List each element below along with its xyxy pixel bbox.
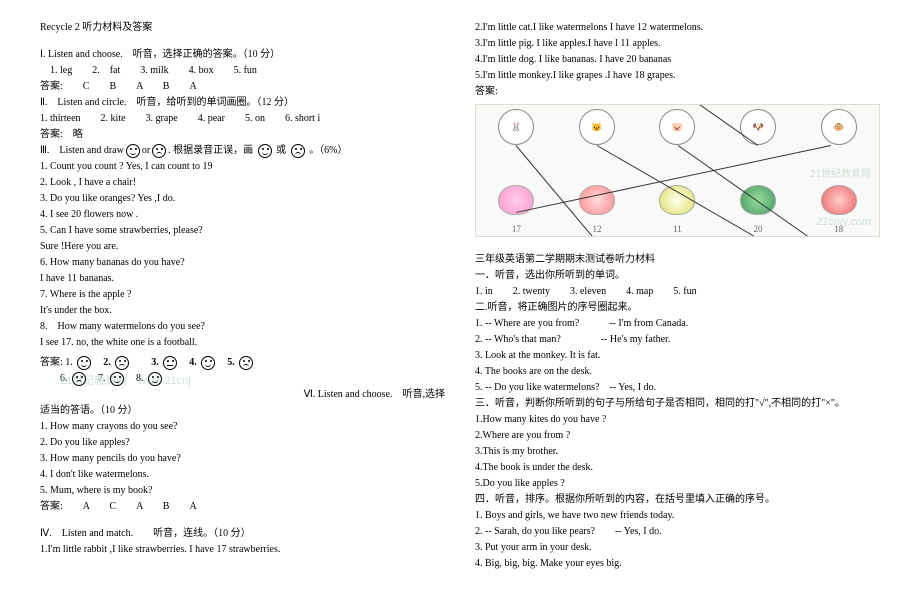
s6-item: 4. I don't like watermelons. — [40, 467, 445, 483]
title2: 三年级英语第二学期期末测试卷听力材料 — [475, 252, 880, 268]
sec2-item: 3. Look at the monkey. It is fat. — [475, 348, 880, 364]
animal-icon: 🐶 — [740, 109, 776, 145]
s2-answer: 答案: 略 — [40, 127, 445, 143]
smile-icon — [201, 356, 215, 370]
sec3-item: 2.Where are you from ? — [475, 428, 880, 444]
r-item: 5.I'm little monkey.I like grapes .I hav… — [475, 68, 880, 84]
sec2-item: 1. -- Where are you from? -- I'm from Ca… — [475, 316, 880, 332]
s4-header: Ⅳ. Listen and match. 听音，连线。（10 分） — [40, 526, 445, 542]
sec3-item: 4.The book is under the desk. — [475, 460, 880, 476]
s3-item: 8. How many watermelons do you see? — [40, 319, 445, 335]
sec3-header: 三．听音，判断你所听到的句子与所给句子是否相同，相同的打"√",不相同的打"×"… — [475, 396, 880, 412]
s1-header: Ⅰ. Listen and choose. 听音，选择正确的答案。（10 分） — [40, 47, 445, 63]
sec3-item: 3.This is my brother. — [475, 444, 880, 460]
animal-icon: 🐵 — [821, 109, 857, 145]
s3-item: 7. Where is the apple ? — [40, 287, 445, 303]
flat-icon — [163, 356, 177, 370]
s3-item: I have 11 bananas. — [40, 271, 445, 287]
sec3-item: 5.Do you like apples ? — [475, 476, 880, 492]
frown-icon — [152, 144, 166, 158]
s3-item: 1. Count you count ? Yes, I can count to… — [40, 159, 445, 175]
s3-item: 5. Can I have some strawberries, please? — [40, 223, 445, 239]
left-column: Recycle 2 听力材料及答案 Ⅰ. Listen and choose. … — [40, 20, 445, 572]
sec4-item: 3. Put your arm in your desk. — [475, 540, 880, 556]
animal-icon: 🐰 — [498, 109, 534, 145]
s2-header: Ⅱ. Listen and circle. 听音，给听到的单词画圈。（12 分） — [40, 95, 445, 111]
s3-item: 4. I see 20 flowers now . — [40, 207, 445, 223]
s3-item: Sure !Here you are. — [40, 239, 445, 255]
frown-icon — [239, 356, 253, 370]
s2-items: 1. thirteen 2. kite 3. grape 4. pear 5. … — [40, 111, 445, 127]
animal-icon: 🐱 — [579, 109, 615, 145]
s6-sub: 适当的答语。（10 分） — [40, 403, 445, 419]
s3-item: 3. Do you like oranges? Yes ,I do. — [40, 191, 445, 207]
smile-icon — [110, 372, 124, 386]
s4-item: 1.I'm little rabbit ,I like strawberries… — [40, 542, 445, 558]
title: Recycle 2 听力材料及答案 — [40, 20, 445, 36]
sec4-item: 4. Big, big, big. Make your eyes big. — [475, 556, 880, 572]
s6-answer: 答案: A C A B A — [40, 499, 445, 515]
sec3-item: 1.How many kites do you have ? — [475, 412, 880, 428]
smile-icon — [77, 356, 91, 370]
s3-item: 6. How many bananas do you have? — [40, 255, 445, 271]
r-item: 4.I'm little dog. I like bananas. I have… — [475, 52, 880, 68]
s6-item: 5. Mum, where is my book? — [40, 483, 445, 499]
sec1-header: 一．听音，选出你所听到的单词。 — [475, 268, 880, 284]
sec4-header: 四．听音，排序。根据你所听到的内容，在括号里填入正确的序号。 — [475, 492, 880, 508]
sec1-items: 1. in 2. twenty 3. eleven 4. map 5. fun — [475, 284, 880, 300]
sec4-item: 2. -- Sarah, do you like pears? -- Yes, … — [475, 524, 880, 540]
s3-item: I see 17. no, the white one is a footbal… — [40, 335, 445, 351]
s6-item: 2. Do you like apples? — [40, 435, 445, 451]
sec2-item: 5. -- Do you like watermelons? -- Yes, I… — [475, 380, 880, 396]
right-column: 2.I'm little cat.I like watermelons I ha… — [475, 20, 880, 572]
sec2-item: 4. The books are on the desk. — [475, 364, 880, 380]
matching-diagram: 🐰 🐱 🐷 🐶 🐵 1712112018 21世纪教育网 21cnjy.com — [475, 104, 880, 237]
s3-answer: 答案: 1. 2. 3. 4. 5. — [40, 355, 445, 371]
s1-answer: 答案: C B A B A — [40, 79, 445, 95]
s6-item: 1. How many crayons do you see? — [40, 419, 445, 435]
r-item: 3.I'm little pig. I like apples.I have l… — [475, 36, 880, 52]
s3-item: It's under the box. — [40, 303, 445, 319]
frown-icon — [72, 372, 86, 386]
s3-header: Ⅲ. Listen and drawor. 根据录音正误，画 或 。（6%） — [40, 143, 445, 159]
sec2-header: 二.听音，将正确图片的序号圈起来。 — [475, 300, 880, 316]
fruit-icon — [498, 185, 534, 215]
frown-icon — [291, 144, 305, 158]
fruit-icon — [579, 185, 615, 215]
animal-icon: 🐷 — [659, 109, 695, 145]
s3-answer2: 21世纪教育网 www.21cnj 6. 7. 8. — [40, 371, 445, 387]
smile-icon — [258, 144, 272, 158]
s1-items: 1. leg 2. fat 3. milk 4. box 5. fun — [40, 63, 445, 79]
smile-icon — [126, 144, 140, 158]
fruit-icon — [821, 185, 857, 215]
r-item: 2.I'm little cat.I like watermelons I ha… — [475, 20, 880, 36]
r-item: 答案: — [475, 84, 880, 100]
s6-item: 3. How many pencils do you have? — [40, 451, 445, 467]
frown-icon — [115, 356, 129, 370]
sec4-item: 1. Boys and girls, we have two new frien… — [475, 508, 880, 524]
smile-icon — [148, 372, 162, 386]
sec2-item: 2. -- Who's that man? -- He's my father. — [475, 332, 880, 348]
s3-item: 2. Look , I have a chair! — [40, 175, 445, 191]
